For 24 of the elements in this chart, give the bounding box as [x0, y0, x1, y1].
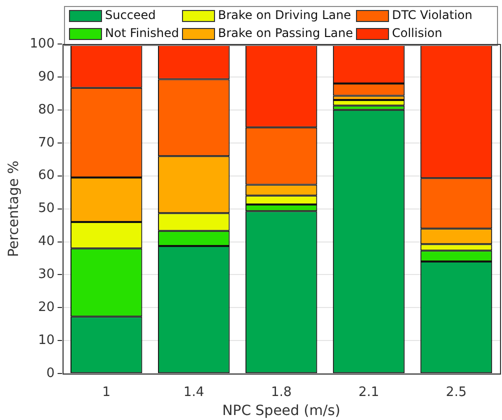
legend-label: Brake on Driving Lane	[218, 8, 352, 22]
x-tick-label: 1.4	[183, 384, 204, 400]
y-axis-title: Percentage %	[6, 160, 22, 258]
x-tick-label: 2.1	[358, 384, 380, 400]
x-tick-label: 1.8	[270, 384, 292, 400]
y-tick-label: 10	[38, 333, 55, 348]
y-tick-label: 50	[38, 201, 55, 216]
y-tick-label: 80	[38, 102, 55, 118]
legend-label: Not Finished	[105, 26, 179, 40]
y-tick-label: 100	[30, 36, 55, 52]
y-tick-label: 40	[38, 234, 55, 250]
y-tick-label: 20	[38, 300, 55, 316]
y-tick-label: 90	[38, 69, 55, 84]
y-tick-label: 70	[38, 135, 55, 150]
y-tick-label: 30	[38, 267, 55, 282]
legend-label: DTC Violation	[392, 8, 472, 22]
legend-label: Brake on Passing Lane	[218, 26, 353, 40]
x-axis-title: NPC Speed (m/s)	[222, 403, 340, 420]
x-tick-label: 1	[102, 384, 110, 400]
x-tick-label: 2.5	[446, 384, 467, 400]
legend-label: Collision	[392, 26, 442, 40]
legend-label: Succeed	[105, 8, 156, 22]
y-tick-label: 60	[38, 168, 55, 184]
y-tick-label: 0	[46, 366, 55, 381]
